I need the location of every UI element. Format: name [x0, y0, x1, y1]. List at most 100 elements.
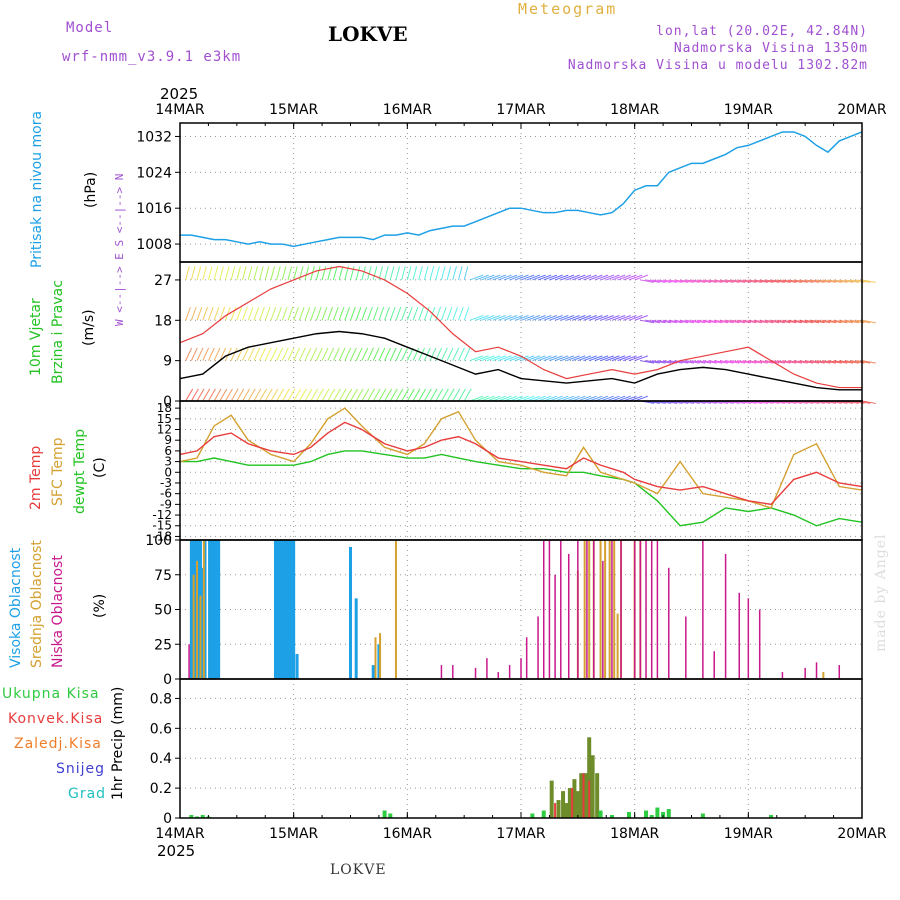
wind-arrow [702, 319, 717, 324]
x-tick-label-bottom: 15MAR [269, 826, 318, 842]
wind-arrow [475, 315, 489, 321]
wind-arrow [446, 266, 452, 281]
y-tick-label: -15 [152, 519, 172, 533]
wind-arrow [697, 279, 712, 283]
wind-arrow [674, 279, 689, 283]
wind-arrow [651, 319, 666, 324]
footer-station: LOKVE [330, 862, 387, 878]
cloud-low-bar [804, 667, 806, 679]
wind-arrow [486, 315, 501, 321]
wind-arrow [782, 360, 797, 364]
wind-arrow [486, 395, 501, 402]
wind-arrow [469, 315, 484, 321]
cloud-low-bar [486, 658, 488, 679]
wind-arrow [242, 347, 249, 361]
wind-arrow [242, 266, 247, 281]
wind-arrow [634, 355, 648, 362]
wind-arrow [776, 319, 791, 324]
wind-arrow [481, 315, 495, 321]
wind-arrow [680, 319, 695, 324]
wind-arrow [594, 315, 609, 321]
wind-arrow [259, 347, 266, 361]
wind-arrow [583, 315, 597, 321]
wind-arrow [685, 319, 700, 324]
wind-arrow [571, 355, 586, 362]
wind-arrow [623, 355, 637, 362]
wind-arrow [202, 266, 207, 281]
precip-conv-bar [582, 773, 585, 818]
wind-arrow [230, 388, 239, 402]
wind-arrow [458, 306, 464, 321]
y-tick-label: 1016 [136, 201, 172, 217]
wind-arrow [765, 319, 780, 324]
wind-arrow [799, 360, 814, 364]
wind-arrow [259, 266, 264, 281]
wind-arrow [321, 266, 327, 281]
wind-arrow [287, 306, 294, 321]
wind-arrow [327, 347, 335, 361]
precip-total-bar [572, 779, 577, 818]
precip-total-bar [575, 791, 580, 818]
x-tick-label-top: 18MAR [610, 102, 659, 118]
cloud-low-bar [650, 540, 653, 679]
wind-arrow [446, 347, 454, 361]
cloud-low-bar [452, 665, 454, 679]
precip-total-bar [189, 815, 194, 818]
wind-arrow [242, 306, 248, 321]
wind-arrow [770, 319, 785, 324]
precip-total-bar [388, 813, 393, 818]
precip-total-bar [609, 815, 614, 818]
x-tick-label-bottom: 16MAR [383, 826, 432, 842]
wind-arrow [395, 347, 403, 361]
y-tick-label: 0 [163, 394, 172, 410]
wind-arrow [498, 395, 512, 402]
cloud-low-bar [838, 665, 841, 679]
wind-arrow [185, 266, 190, 281]
wind-arrow [401, 388, 410, 402]
wind-arrow [230, 347, 238, 361]
x-tick-label-top: 15MAR [269, 102, 318, 118]
wind-arrow [429, 347, 437, 361]
wind-arrow [503, 395, 518, 402]
wind-arrow [606, 274, 620, 281]
y-tick-label: 27 [154, 273, 172, 289]
y-tick-label: 15 [157, 412, 172, 426]
wind-arrow [577, 274, 592, 281]
wind-arrow [725, 319, 740, 324]
wind-arrow [236, 266, 241, 281]
wind-arrow [378, 388, 387, 402]
wind-arrow [816, 319, 831, 324]
wind-arrow [492, 274, 506, 281]
wind-arrow [350, 266, 355, 281]
wind-arrow [816, 360, 831, 364]
cloud-low-bar [542, 540, 545, 679]
precip-total-bar [541, 810, 546, 818]
wind-arrow [276, 306, 282, 321]
wind-arrow [668, 279, 683, 283]
wind-arrow [247, 306, 254, 321]
precip-total-bar [769, 815, 774, 818]
wind-arrow [389, 388, 398, 402]
wind-arrow [861, 400, 876, 404]
wind-arrow [748, 319, 763, 324]
y-tick-label: -9 [160, 497, 172, 511]
wind-arrow [361, 266, 366, 281]
wind-arrow [321, 388, 330, 402]
wind-arrow [645, 319, 660, 324]
wind-arrow [344, 306, 351, 321]
wind-arrow [503, 315, 518, 321]
wind-arrow [247, 347, 255, 361]
wind-arrow [264, 347, 272, 361]
cloud-high-bar [289, 540, 293, 679]
wind-arrow [247, 266, 253, 281]
wind-arrow [776, 279, 791, 283]
wind-arrow [628, 315, 643, 321]
wind-arrow [736, 360, 751, 364]
x-tick-label-top: 19MAR [724, 102, 773, 118]
y-tick-label: -6 [160, 487, 172, 501]
wind-arrow [327, 388, 336, 402]
wind-arrow [463, 347, 471, 361]
x-tick-label-bottom: 20MAR [837, 826, 886, 842]
wind-gust-line [179, 265, 862, 389]
wind-arrow [213, 266, 219, 281]
